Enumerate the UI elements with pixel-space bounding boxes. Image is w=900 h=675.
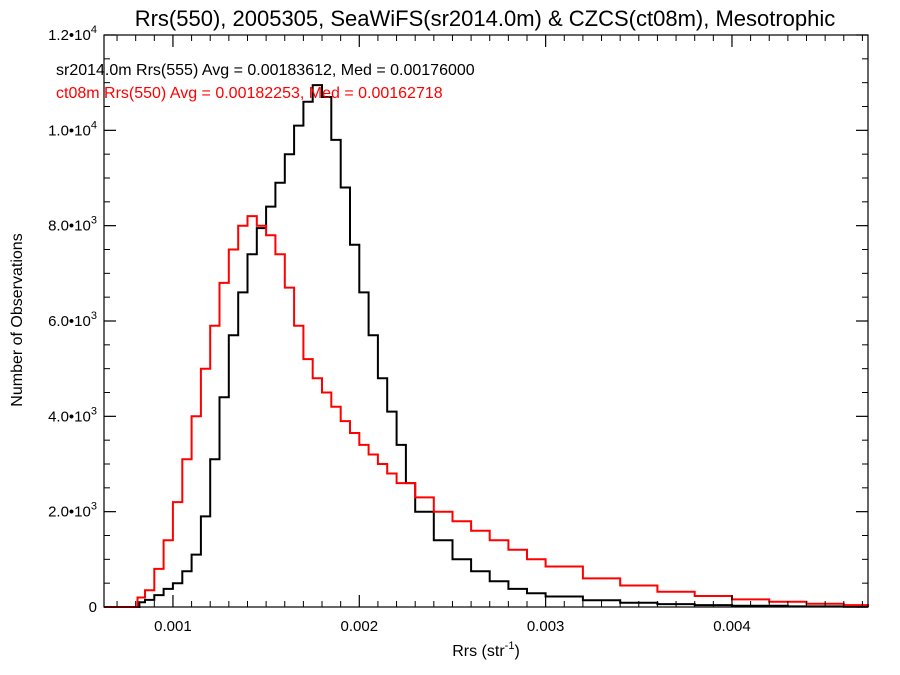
y-tick-label: 1.2•104 (48, 24, 97, 44)
x-tick-label: 0.003 (527, 618, 565, 635)
x-tick-label: 0.001 (154, 618, 192, 635)
y-tick-label: 8.0•103 (48, 215, 97, 235)
x-tick-label: 0.002 (341, 618, 379, 635)
y-tick-label: 0 (89, 599, 97, 616)
y-tick-label: 2.0•103 (48, 501, 97, 521)
legend-entry-black: sr2014.0m Rrs(555) Avg = 0.00183612, Med… (56, 62, 475, 79)
y-tick-label: 6.0•103 (48, 310, 97, 330)
legend-entry-red: ct08m Rrs(550) Avg = 0.00182253, Med = 0… (56, 85, 443, 102)
x-tick-label: 0.004 (713, 618, 751, 635)
series-line-0 (104, 84, 869, 608)
plot-area: 0.001 0.002 0.003 0.004 0 2.0•103 4.0•103 6.0•1… (48, 24, 869, 635)
chart-title: Rrs(550), 2005305, SeaWiFS(sr2014.0m) & … (135, 6, 836, 31)
y-tick-label: 1.0•104 (48, 119, 97, 139)
x-axis-label: Rrs (str-1) (452, 640, 520, 660)
y-tick-label: 4.0•103 (48, 405, 97, 425)
y-axis-label: Number of Observations (9, 233, 26, 406)
series-line-1 (104, 215, 869, 608)
